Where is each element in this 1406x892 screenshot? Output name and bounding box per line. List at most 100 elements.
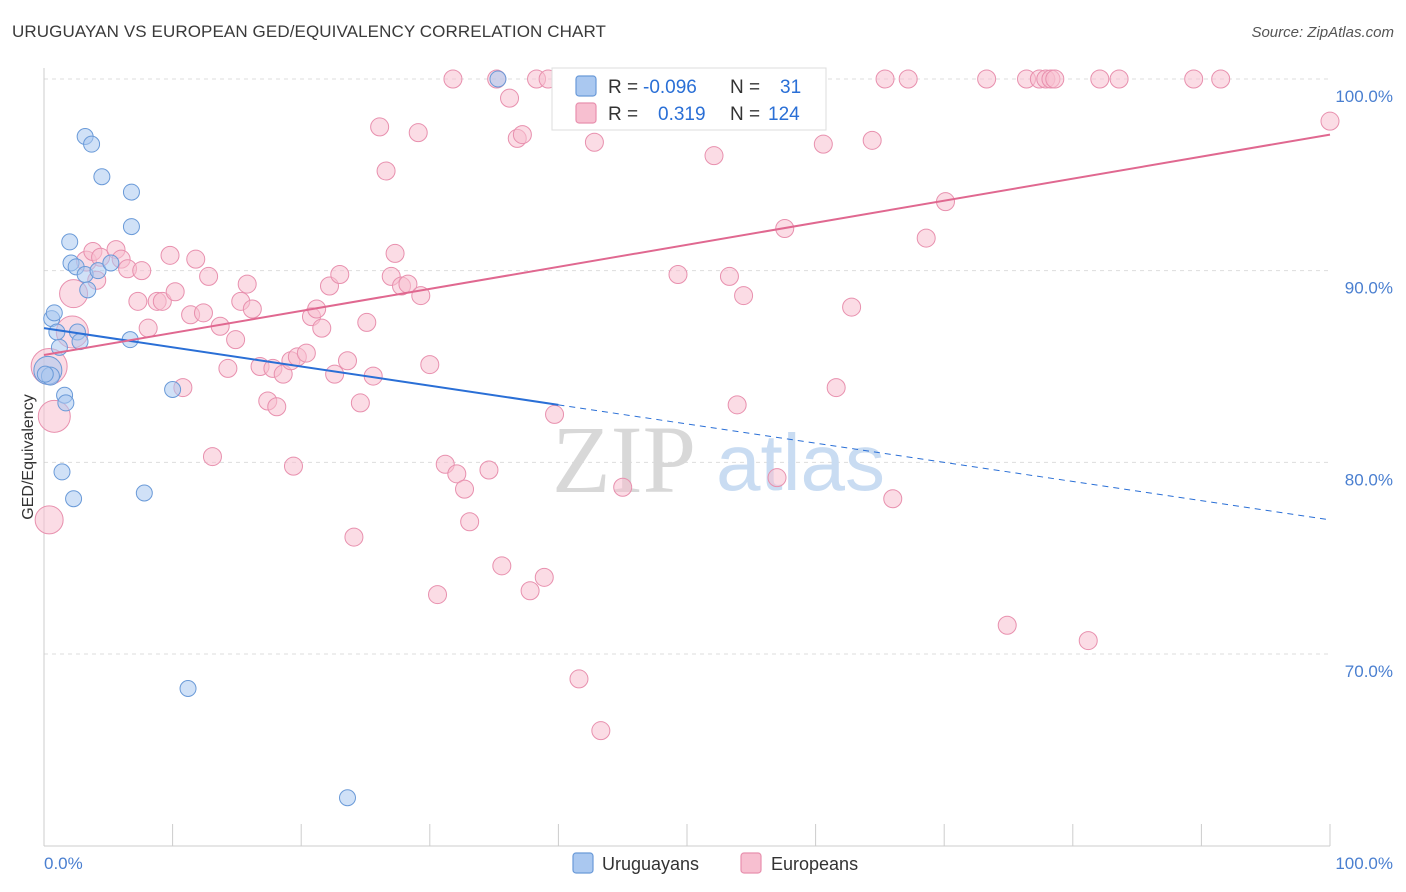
europeans-point: [376, 161, 396, 181]
watermark: ZIP atlas: [552, 406, 885, 513]
trend-lines: [43, 133, 1331, 521]
uruguayans-point: [89, 262, 107, 280]
europeans-point: [842, 297, 862, 317]
chart-title: URUGUAYAN VS EUROPEAN GED/EQUIVALENCY CO…: [12, 22, 606, 41]
europeans-point: [734, 286, 754, 306]
europeans-point: [138, 318, 158, 338]
europeans-point: [534, 567, 554, 587]
legend-n-label-uruguayans: N =: [730, 77, 760, 98]
europeans-point: [193, 303, 213, 323]
uruguayans-point: [122, 218, 140, 236]
europeans-point: [34, 505, 64, 535]
europeans-point: [128, 291, 148, 311]
europeans-point: [312, 318, 332, 338]
europeans-point: [186, 249, 206, 269]
legend-r-value-uruguayans: -0.096: [643, 77, 697, 98]
x-tick-label-min: 0.0%: [44, 854, 83, 873]
uruguayans-point: [135, 484, 153, 502]
europeans-point: [337, 351, 357, 371]
europeans-point: [1045, 69, 1065, 89]
europeans-point: [1078, 631, 1098, 651]
uruguayans-point: [122, 183, 140, 201]
europeans-point: [668, 265, 688, 284]
europeans-point: [165, 282, 185, 302]
y-axis-label: GED/Equivalency: [20, 394, 37, 519]
y-tick-label-100: 100.0%: [1335, 87, 1393, 106]
europeans-point: [520, 581, 540, 601]
uruguayans-point: [57, 394, 75, 412]
europeans-point: [492, 556, 512, 576]
legend-n-value-uruguayans: 31: [780, 77, 801, 98]
europeans-point: [408, 123, 428, 143]
europeans-point: [226, 330, 246, 350]
europeans-points: [30, 69, 1340, 741]
europeans-point: [267, 397, 287, 417]
europeans-point: [916, 228, 936, 248]
legend-r-label-europeans: R =: [608, 104, 638, 125]
uruguayans-point: [65, 490, 83, 508]
y-tick-labels: 70.0% 80.0% 90.0% 100.0%: [1335, 87, 1393, 681]
europeans-point: [1211, 69, 1231, 89]
europeans-point: [719, 266, 739, 286]
europeans-point: [132, 261, 152, 281]
stats-legend-box: [551, 67, 827, 131]
europeans-point: [455, 479, 475, 499]
europeans-point: [545, 404, 565, 424]
legend-r-value-europeans: 0.319: [658, 104, 706, 125]
europeans-point: [767, 468, 787, 488]
uruguayans-point: [79, 281, 97, 299]
uruguayans-point: [179, 680, 197, 697]
europeans-point: [479, 460, 499, 480]
uruguayans-point: [48, 323, 66, 341]
europeans-point: [1184, 69, 1204, 89]
europeans-point: [898, 69, 918, 89]
uruguayans-point: [83, 135, 101, 153]
europeans-point: [591, 721, 611, 741]
europeans-point: [826, 378, 846, 398]
x-tick-label-max: 100.0%: [1335, 854, 1393, 873]
europeans-point: [1109, 69, 1129, 89]
europeans-point: [813, 134, 833, 154]
uruguayans-point: [489, 70, 507, 88]
europeans-point: [350, 393, 370, 413]
uruguayans-point: [93, 168, 111, 186]
uruguayans-point: [102, 254, 120, 272]
europeans-point: [420, 355, 440, 375]
legend-n-label-europeans: N =: [730, 104, 760, 125]
europeans-point: [512, 125, 532, 145]
legend-swatch-uruguayans: [575, 75, 597, 97]
y-tick-label-70: 70.0%: [1345, 662, 1393, 681]
europeans-point: [385, 243, 405, 263]
legend-swatch-europeans: [575, 102, 597, 124]
europeans-point: [357, 312, 377, 332]
europeans-point: [447, 464, 467, 484]
bottom-legend-swatch-europeans: [740, 852, 762, 874]
uruguayans-point: [164, 381, 182, 398]
europeans-point: [199, 266, 219, 286]
europeans-point: [443, 69, 463, 89]
europeans-point: [202, 447, 222, 467]
watermark-atlas: atlas: [716, 418, 885, 507]
watermark-zip: ZIP: [552, 406, 696, 513]
europeans-point: [1320, 111, 1340, 131]
europeans-point: [500, 88, 520, 108]
europeans-point: [325, 364, 345, 384]
europeans-point: [152, 291, 172, 311]
europeans-point: [344, 527, 364, 547]
europeans-point: [584, 132, 604, 152]
uruguayans-point: [45, 304, 63, 322]
uruguayans-points: [33, 70, 507, 807]
uruguayans-trend-extension: [558, 404, 1331, 521]
y-tick-label-80: 80.0%: [1345, 470, 1393, 489]
europeans-point: [875, 69, 895, 89]
europeans-point: [883, 489, 903, 509]
legend-n-value-europeans: 124: [768, 104, 800, 125]
europeans-point: [237, 274, 257, 294]
europeans-point: [242, 299, 262, 319]
uruguayans-point: [61, 233, 79, 251]
europeans-point: [613, 477, 633, 497]
bottom-legend-label-uruguayans: Uruguayans: [602, 854, 699, 874]
europeans-point: [727, 395, 747, 415]
europeans-point: [1090, 69, 1110, 89]
